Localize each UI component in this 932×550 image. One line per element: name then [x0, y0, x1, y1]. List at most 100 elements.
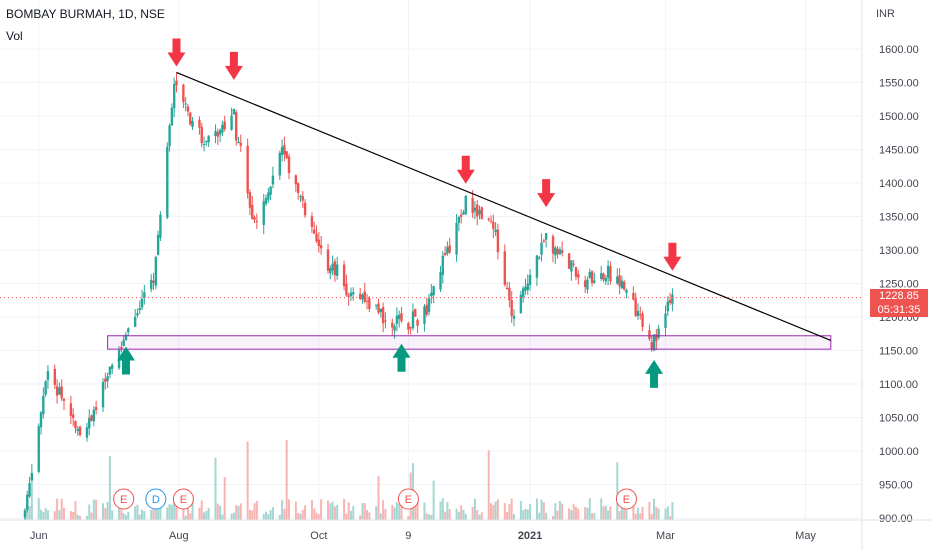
volume-bar — [375, 506, 378, 520]
volume-bar — [416, 502, 419, 520]
volume-bar — [72, 511, 75, 520]
earnings-marker[interactable]: E — [113, 488, 135, 510]
candle-body — [253, 217, 256, 220]
candle-body — [606, 265, 610, 278]
candle-body — [55, 386, 59, 396]
volume-bar — [88, 504, 91, 520]
candle-body — [400, 313, 403, 322]
volume-bar — [221, 514, 224, 520]
candle-body — [604, 278, 608, 282]
candle-body — [30, 472, 34, 481]
volume-bar — [203, 512, 206, 520]
support-zone-rectangle[interactable] — [107, 335, 832, 350]
volume-bar — [138, 514, 141, 520]
marker-circle — [397, 488, 419, 510]
candle-body — [71, 414, 75, 419]
candle-body — [246, 145, 249, 194]
candle-body — [26, 494, 29, 510]
candle-body — [652, 334, 656, 351]
candle-body — [528, 274, 532, 285]
volume-bar — [235, 505, 238, 520]
earnings-marker[interactable]: E — [615, 488, 637, 510]
volume-bar — [414, 499, 417, 520]
chart-title[interactable]: BOMBAY BURMAH, 1D, NSE — [6, 7, 165, 21]
up-arrow-icon[interactable] — [392, 343, 411, 372]
earnings-marker[interactable]: E — [172, 488, 194, 510]
price-tick-label: 1050.00 — [879, 413, 919, 425]
price-tick-label: 1400.00 — [879, 178, 919, 190]
candle-body — [503, 251, 506, 285]
marker-label: E — [405, 494, 412, 506]
candle-body — [639, 314, 642, 316]
volume-bar — [556, 510, 559, 520]
candle-body — [46, 371, 50, 381]
candle-body — [620, 280, 624, 289]
price-tick-label: 1300.00 — [879, 245, 919, 257]
volume-bar — [625, 505, 628, 520]
candle-body — [616, 276, 619, 284]
volume-bar — [248, 509, 251, 520]
up-arrow-icon[interactable] — [116, 346, 135, 375]
marker-label: E — [180, 494, 187, 506]
volume-bar — [127, 511, 130, 520]
candle-body — [200, 126, 203, 144]
volume-bar — [136, 504, 139, 520]
down-arrow-icon[interactable] — [224, 51, 243, 80]
candle-body — [175, 80, 178, 86]
down-arrow-icon[interactable] — [537, 179, 556, 208]
candle-body — [319, 245, 323, 249]
volume-bar — [106, 501, 109, 520]
volume-bar — [607, 510, 610, 520]
currency-label[interactable]: INR — [876, 8, 895, 20]
volume-bar — [74, 501, 77, 520]
earnings-marker[interactable]: E — [397, 488, 419, 510]
down-arrow-icon[interactable] — [456, 155, 475, 184]
volume-bar — [124, 514, 127, 520]
volume-bar — [552, 515, 555, 520]
candle-body — [216, 132, 220, 137]
up-arrow-icon[interactable] — [645, 359, 664, 388]
volume-bar — [444, 511, 447, 520]
dividend-marker[interactable]: D — [145, 488, 167, 510]
candle-body — [230, 115, 233, 130]
candle-body — [104, 378, 107, 382]
candle-body — [391, 322, 394, 328]
volume-bar — [542, 502, 545, 520]
candle-body — [85, 427, 89, 438]
down-arrow-icon[interactable] — [167, 38, 186, 67]
time-tick-label: May — [795, 530, 816, 542]
candle-body — [262, 201, 265, 225]
volume-bar — [343, 499, 346, 520]
volume-bar — [327, 500, 330, 520]
volume-bar — [175, 505, 178, 520]
price-tick-label: 1500.00 — [879, 111, 919, 123]
descending-trendline[interactable] — [176, 71, 832, 342]
volume-bar — [609, 506, 612, 520]
volume-bar — [278, 514, 281, 520]
down-arrow-icon[interactable] — [663, 242, 682, 271]
candle-body — [609, 266, 612, 282]
volume-bar — [666, 506, 669, 520]
volume-bar — [554, 503, 557, 520]
candle-body — [345, 283, 348, 296]
drawing-overlays[interactable] — [0, 38, 862, 388]
volume-bar — [329, 503, 332, 520]
candle-body — [577, 273, 580, 278]
volume-bar — [492, 504, 495, 520]
candle-body — [593, 280, 596, 283]
candle-body — [88, 417, 91, 429]
candle-body — [358, 293, 362, 299]
candle-body — [600, 273, 603, 280]
volume-bar — [315, 512, 318, 520]
candle-body — [526, 283, 529, 290]
candle-body — [411, 311, 415, 329]
volume-bar — [593, 513, 596, 520]
volume-bar — [395, 502, 398, 520]
volume-legend[interactable]: Vol — [6, 29, 23, 43]
candle-body — [443, 252, 447, 256]
volume-bar — [503, 503, 506, 520]
volume-bar — [650, 514, 653, 520]
price-tick-label: 1150.00 — [879, 346, 918, 358]
